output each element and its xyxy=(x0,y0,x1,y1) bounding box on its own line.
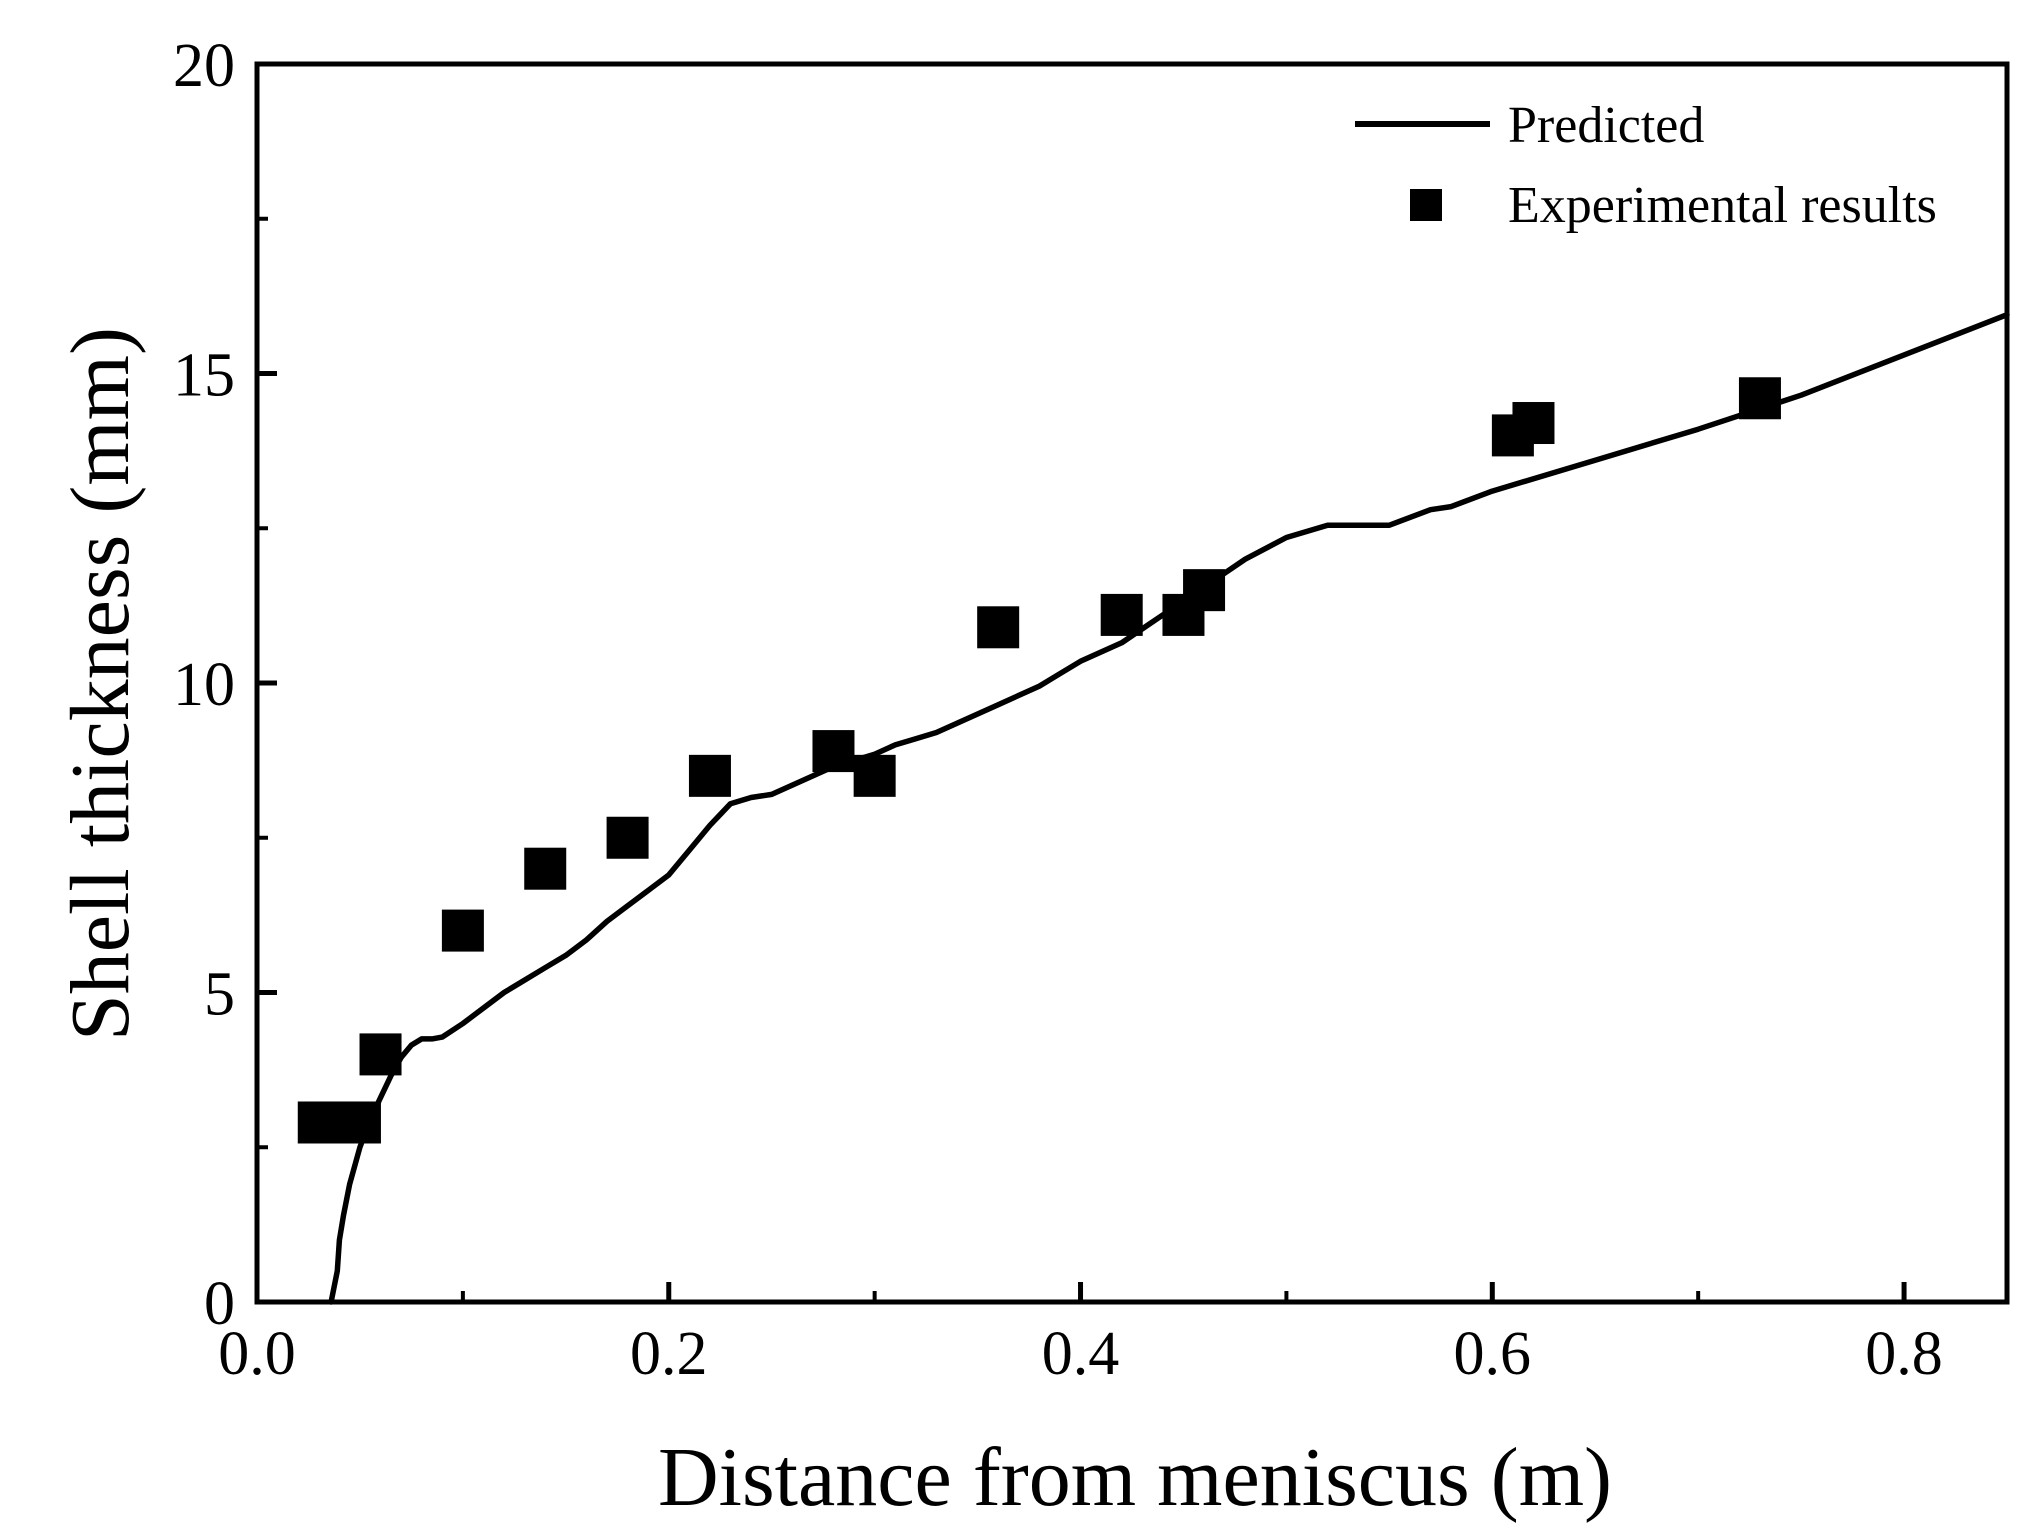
ticks: 0.0 0.2 0.4 0.6 0.8 0 5 10 15 20 xyxy=(173,32,1943,1388)
axes xyxy=(254,61,2010,1305)
y-tick-label: 15 xyxy=(173,342,235,410)
experimental-point xyxy=(977,606,1020,649)
plot-frame xyxy=(254,61,2010,1305)
experimental-point xyxy=(338,1101,381,1144)
experimental-series xyxy=(297,377,1781,1144)
experimental-point xyxy=(606,816,649,859)
legend-label-experimental: Experimental results xyxy=(1508,177,1937,234)
experimental-point xyxy=(688,754,731,797)
x-axis-title: Distance from meniscus (m) xyxy=(658,1431,1612,1524)
legend-square-swatch xyxy=(1410,189,1442,221)
experimental-point xyxy=(441,909,484,952)
x-tick-label: 0.4 xyxy=(1042,1320,1120,1388)
x-tick-label: 0.8 xyxy=(1865,1320,1943,1388)
experimental-point xyxy=(1512,402,1555,445)
y-tick-label: 5 xyxy=(204,961,235,1029)
x-tick-label: 0.0 xyxy=(218,1320,296,1388)
y-tick-label: 0 xyxy=(204,1270,235,1338)
y-tick-label: 20 xyxy=(173,32,235,100)
y-axis-title: Shell thickness (mm) xyxy=(54,327,147,1041)
experimental-point xyxy=(1100,593,1143,636)
experimental-point xyxy=(524,847,567,890)
predicted-series xyxy=(328,311,2010,1305)
experimental-point xyxy=(359,1033,402,1076)
legend-label-predicted: Predicted xyxy=(1508,97,1704,154)
experimental-point xyxy=(853,754,896,797)
predicted-line xyxy=(328,311,2010,1305)
legend: Predicted Experimental results xyxy=(1355,97,1937,234)
experimental-point xyxy=(812,730,855,773)
experimental-point xyxy=(1183,569,1226,612)
y-tick-label: 10 xyxy=(173,651,235,719)
x-tick-label: 0.2 xyxy=(630,1320,708,1388)
experimental-point xyxy=(1738,377,1781,420)
x-tick-label: 0.6 xyxy=(1454,1320,1532,1388)
